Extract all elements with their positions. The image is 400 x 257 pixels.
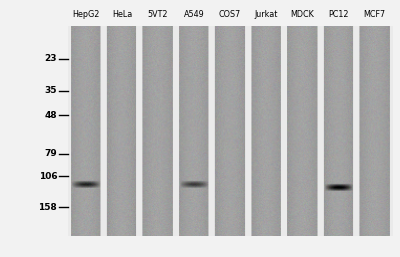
Text: MCF7: MCF7 [363, 10, 385, 19]
Text: 48: 48 [44, 111, 57, 120]
Text: MDCK: MDCK [290, 10, 314, 19]
Text: 35: 35 [45, 86, 57, 95]
Text: 23: 23 [45, 54, 57, 63]
Text: A549: A549 [184, 10, 204, 19]
Text: COS7: COS7 [219, 10, 241, 19]
Text: 158: 158 [38, 203, 57, 212]
Text: 5VT2: 5VT2 [148, 10, 168, 19]
Text: HeLa: HeLa [112, 10, 132, 19]
Text: Jurkat: Jurkat [254, 10, 278, 19]
Text: PC12: PC12 [328, 10, 348, 19]
Text: HepG2: HepG2 [72, 10, 100, 19]
Text: 106: 106 [38, 172, 57, 181]
Text: 79: 79 [44, 149, 57, 158]
